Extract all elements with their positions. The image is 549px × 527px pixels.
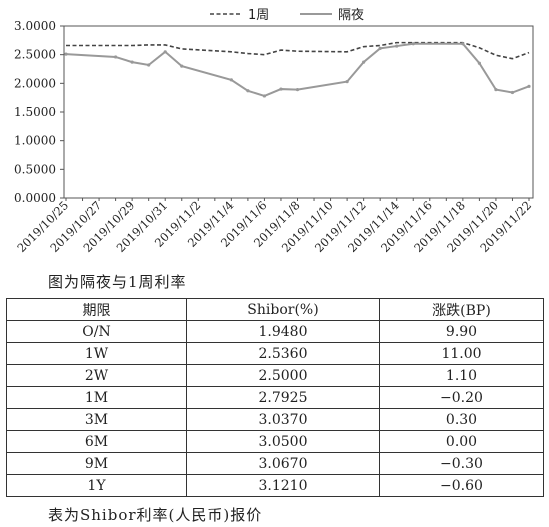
data-point [229,78,233,82]
table-caption: 表为Shibor利率(人民币)报价 [48,506,263,524]
term-cell: 1Y [6,474,187,497]
y-tick-label: 1.5000 [14,105,56,119]
table-row: 1W 2.5360 11.00 [6,342,544,365]
table-row: 9M 3.0670 −0.30 [6,452,544,475]
rate-cell: 3.1210 [186,474,380,497]
table-row: 6M 3.0500 0.00 [6,430,544,453]
term-cell: O/N [6,320,187,343]
header-change: 涨跌(BP) [379,298,544,321]
figure-caption: 图为隔夜与1周利率 [48,273,187,291]
rate-cell: 2.7925 [186,386,380,409]
change-cell: −0.30 [379,452,544,475]
data-point [180,64,184,68]
change-cell: 0.00 [379,430,544,453]
data-point [114,55,118,59]
legend-label: 1周 [248,8,269,23]
data-point [362,60,366,64]
data-point [461,42,465,46]
data-point [527,84,531,88]
rate-cell: 3.0670 [186,452,380,475]
header-shibor: Shibor(%) [186,298,380,321]
y-tick-label: 2.5000 [14,48,56,62]
rate-cell: 2.5000 [186,364,380,387]
term-cell: 3M [6,408,187,431]
data-point [411,42,415,46]
data-point [477,61,481,65]
chart-legend: 1周 隔夜 [210,8,364,23]
table-row: 1Y 3.1210 −0.60 [6,474,544,497]
table-header-row: 期限 Shibor(%) 涨跌(BP) [6,298,544,321]
data-point [345,80,349,84]
table-row: 3M 3.0370 0.30 [6,408,544,431]
chart-series [64,41,531,98]
change-cell: 0.30 [379,408,544,431]
shibor-table: 期限 Shibor(%) 涨跌(BP) O/N 1.9480 9.90 1W 2.53… [6,298,544,497]
data-point [147,63,151,67]
data-point [494,88,498,92]
term-cell: 2W [6,364,187,387]
term-cell: 1M [6,386,187,409]
y-tick-label: 1.0000 [14,134,56,148]
data-point [64,52,68,56]
data-point [262,94,267,98]
data-point [130,60,134,64]
y-tick-label: 2.0000 [14,76,56,90]
term-cell: 6M [6,430,187,453]
series-line-one-week [66,41,530,60]
data-point [295,88,300,92]
y-tick-label: 3.0000 [14,19,56,33]
data-point [378,46,382,50]
term-cell: 1W [6,342,187,365]
data-point [246,89,250,93]
y-tick-label: 0.0000 [14,191,56,205]
chart-axes: 0.0000 0.5000 1.0000 1.5000 2.0000 2.5000 3.00… [14,19,534,255]
data-point [510,90,515,95]
data-point [395,44,399,48]
y-tick-label: 0.5000 [14,162,56,176]
rate-cell: 2.5360 [186,342,380,365]
rate-cell: 3.0370 [186,408,380,431]
term-cell: 9M [6,452,187,475]
change-cell: 11.00 [379,342,544,365]
table-row: O/N 1.9480 9.90 [6,320,544,343]
plot-frame [63,25,534,199]
table-row: 2W 2.5000 1.10 [6,364,544,387]
change-cell: 9.90 [379,320,544,343]
legend-label: 隔夜 [338,8,364,23]
rate-cell: 3.0500 [186,430,380,453]
data-point [279,87,283,91]
rate-cell: 1.9480 [186,320,380,343]
header-term: 期限 [6,298,187,321]
rate-line-chart: 1周 隔夜 0.0000 0.5000 1.0000 1.5000 2.0000 2.500… [14,8,534,255]
change-cell: −0.60 [379,474,544,497]
change-cell: 1.10 [379,364,544,387]
data-point [163,50,167,54]
table-row: 1M 2.7925 −0.20 [6,386,544,409]
change-cell: −0.20 [379,386,544,409]
